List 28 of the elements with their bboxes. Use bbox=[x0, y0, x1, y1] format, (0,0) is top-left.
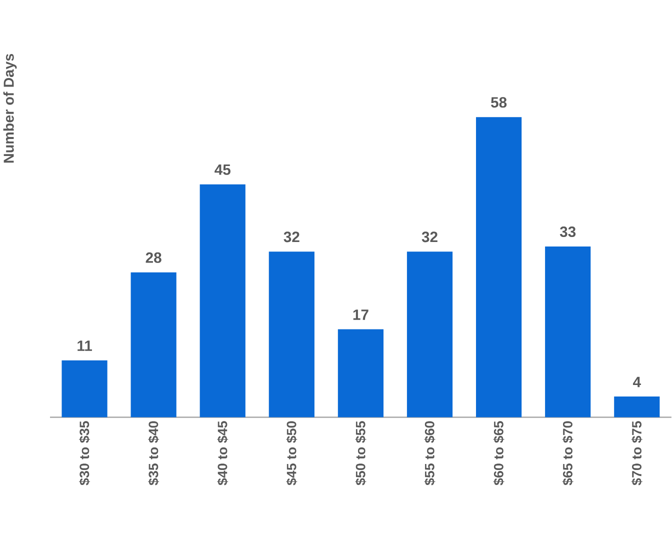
data-label: 17 bbox=[353, 310, 368, 320]
bar bbox=[338, 329, 384, 418]
data-label: 32 bbox=[422, 232, 438, 242]
x-tick-label: $70 to $75 bbox=[631, 421, 642, 486]
x-tick-label: $50 to $55 bbox=[355, 421, 366, 486]
x-tick-label: $60 to $65 bbox=[493, 421, 504, 486]
bar bbox=[200, 184, 246, 418]
y-axis-title: Number of Days bbox=[3, 54, 17, 163]
bar bbox=[130, 272, 176, 418]
x-tick-label: $55 to $60 bbox=[424, 421, 436, 486]
bar bbox=[406, 252, 453, 418]
data-label: 32 bbox=[284, 232, 300, 242]
x-tick-label: $40 to $45 bbox=[217, 421, 228, 486]
bar bbox=[268, 252, 314, 418]
data-label: 4 bbox=[632, 376, 641, 388]
data-label: 33 bbox=[560, 226, 576, 237]
bar bbox=[62, 360, 108, 418]
data-label: 45 bbox=[214, 164, 230, 175]
x-tick-label: $65 to $70 bbox=[562, 421, 574, 486]
data-label: 28 bbox=[146, 252, 162, 263]
bar bbox=[614, 396, 660, 418]
x-tick-label: $30 to $35 bbox=[79, 421, 90, 486]
bar bbox=[545, 246, 591, 418]
x-tick-label: $35 to $40 bbox=[148, 421, 160, 486]
bar bbox=[476, 117, 522, 418]
x-tick-label: $45 to $50 bbox=[286, 421, 298, 486]
data-label: 11 bbox=[78, 340, 92, 351]
data-label: 58 bbox=[490, 97, 507, 108]
